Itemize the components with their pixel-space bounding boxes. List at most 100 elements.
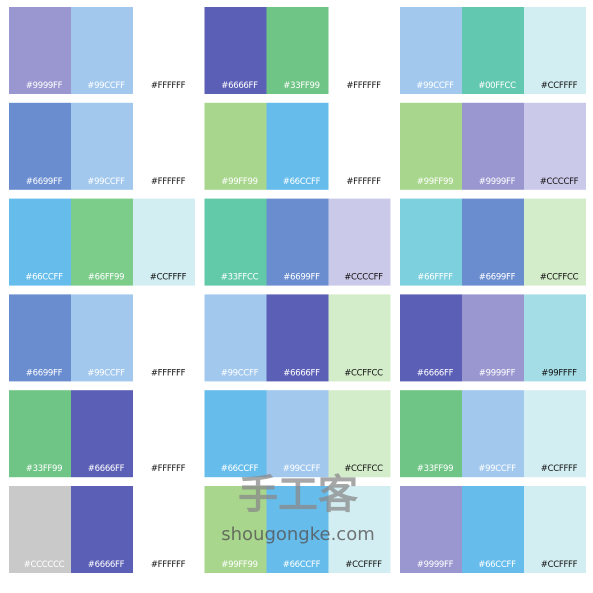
- swatch-label: #CCFFCC: [344, 464, 383, 474]
- palette: #9999FF #66CCFF #CCFFFF: [400, 486, 586, 573]
- color-swatch: [204, 102, 267, 190]
- swatch-label: #99FFFF: [541, 368, 577, 378]
- swatch-label: #99CCFF: [416, 81, 454, 91]
- swatch-label: #33FF99: [26, 464, 62, 474]
- swatch-label: #99FF99: [417, 177, 453, 187]
- swatch-label: #FFFFFF: [151, 177, 186, 187]
- color-swatch: [400, 294, 462, 382]
- swatch-label: #66CCFF: [25, 273, 63, 283]
- watermark-title: 手工客: [238, 472, 358, 518]
- color-swatch: [133, 294, 195, 382]
- swatch-label: #66CCFF: [478, 560, 516, 570]
- swatch-label: #6666FF: [417, 368, 454, 378]
- swatch-label: #FFFFFF: [151, 464, 186, 474]
- palette: #99FF99 #9999FF #CCCCFF: [400, 102, 586, 190]
- color-swatch: [9, 102, 71, 190]
- palette: #33FFCC #6699FF #CCCCFF: [204, 198, 391, 286]
- color-swatch: [266, 198, 329, 286]
- palette: #6699FF #99CCFF #FFFFFF: [9, 102, 195, 190]
- color-swatch: [71, 486, 133, 573]
- color-swatch: [524, 294, 586, 382]
- color-swatch: [462, 102, 524, 190]
- swatch-label: #9999FF: [479, 368, 516, 378]
- swatch-label: #CCCCFF: [540, 177, 579, 187]
- swatch-label: #6666FF: [88, 464, 125, 474]
- color-swatch: [462, 198, 524, 286]
- swatch-label: #6699FF: [283, 273, 320, 283]
- swatch-label: #9999FF: [26, 81, 63, 91]
- palette-grid: #9999FF #99CCFF #FFFFFF #6666FF #33FF99 #FFFF…: [9, 7, 586, 573]
- swatch-label: #FFFFFF: [151, 368, 186, 378]
- watermark-url: shougongke.com: [221, 524, 375, 545]
- swatch-label: #6699FF: [479, 273, 516, 283]
- swatch-label: #99FF99: [221, 177, 257, 187]
- color-swatch: [400, 102, 462, 190]
- color-swatch: [9, 390, 71, 478]
- palette: #9999FF #99CCFF #FFFFFF: [9, 7, 195, 94]
- color-swatch: [328, 102, 391, 190]
- swatch-label: #CCCCFF: [344, 273, 383, 283]
- palette: #33FF99 #99CCFF #CCFFFF: [400, 390, 586, 478]
- color-swatch: [524, 198, 586, 286]
- swatch-label: #99CCFF: [87, 177, 125, 187]
- swatch-label: #99CCFF: [478, 464, 516, 474]
- color-swatch: [462, 7, 524, 94]
- palette: #66FFFF #6699FF #CCFFCC: [400, 198, 586, 286]
- swatch-label: #CCFFFF: [345, 560, 382, 570]
- color-swatch: [400, 7, 462, 94]
- palette: #66CCFF #99CCFF #CCFFCC: [204, 390, 391, 478]
- color-swatch: [9, 486, 71, 573]
- swatch-label: #FFFFFF: [151, 560, 186, 570]
- swatch-label: #CCFFFF: [541, 560, 578, 570]
- palette: #99FF99 #66CCFF #CCFFFF: [204, 486, 391, 573]
- swatch-label: #33FF99: [417, 464, 453, 474]
- swatch-label: #66CCFF: [221, 464, 259, 474]
- color-swatch: [71, 7, 133, 94]
- swatch-label: #66FFFF: [417, 273, 453, 283]
- color-swatch: [266, 102, 329, 190]
- swatch-label: #6699FF: [26, 368, 63, 378]
- swatch-label: #9999FF: [417, 560, 454, 570]
- color-swatch: [71, 102, 133, 190]
- palette: #6666FF #9999FF #99FFFF: [400, 294, 586, 382]
- color-swatch: [204, 390, 267, 478]
- color-swatch: [400, 390, 462, 478]
- swatch-label: #FFFFFF: [346, 177, 381, 187]
- swatch-label: #CCFFCC: [540, 273, 579, 283]
- color-swatch: [204, 294, 267, 382]
- color-swatch: [133, 390, 195, 478]
- color-swatch: [71, 198, 133, 286]
- swatch-label: #99FF99: [221, 560, 257, 570]
- swatch-label: #6666FF: [283, 368, 320, 378]
- swatch-label: #9999FF: [479, 177, 516, 187]
- swatch-label: #00FFCC: [478, 81, 516, 91]
- swatch-label: #FFFFFF: [346, 81, 381, 91]
- color-swatch: [133, 102, 195, 190]
- palette: #6666FF #33FF99 #FFFFFF: [204, 7, 391, 94]
- color-swatch: [133, 7, 195, 94]
- swatch-label: #6666FF: [221, 81, 258, 91]
- swatch-label: #33FFCC: [221, 273, 259, 283]
- color-swatch: [266, 7, 329, 94]
- palette: #66CCFF #66FF99 #CCFFFF: [9, 198, 195, 286]
- swatch-label: #FFFFFF: [151, 81, 186, 91]
- swatch-label: #33FF99: [283, 81, 319, 91]
- swatch-label: #99CCFF: [221, 368, 259, 378]
- color-swatch: [9, 198, 71, 286]
- color-swatch: [462, 486, 524, 573]
- palette: #99FF99 #66CCFF #FFFFFF: [204, 102, 391, 190]
- palette: #6699FF #99CCFF #FFFFFF: [9, 294, 195, 382]
- color-swatch: [524, 486, 586, 573]
- swatch-label: #66CCFF: [283, 177, 321, 187]
- palette: #CCCCCC #6666FF #FFFFFF: [9, 486, 195, 573]
- swatch-label: #CCFFFF: [541, 464, 578, 474]
- color-swatch: [524, 7, 586, 94]
- color-swatch: [462, 390, 524, 478]
- color-swatch: [133, 486, 195, 573]
- swatch-label: #6666FF: [88, 560, 125, 570]
- swatch-label: #CCFFFF: [150, 273, 187, 283]
- swatch-label: #CCFFCC: [344, 368, 383, 378]
- color-swatch: [328, 198, 391, 286]
- swatch-label: #6699FF: [26, 177, 63, 187]
